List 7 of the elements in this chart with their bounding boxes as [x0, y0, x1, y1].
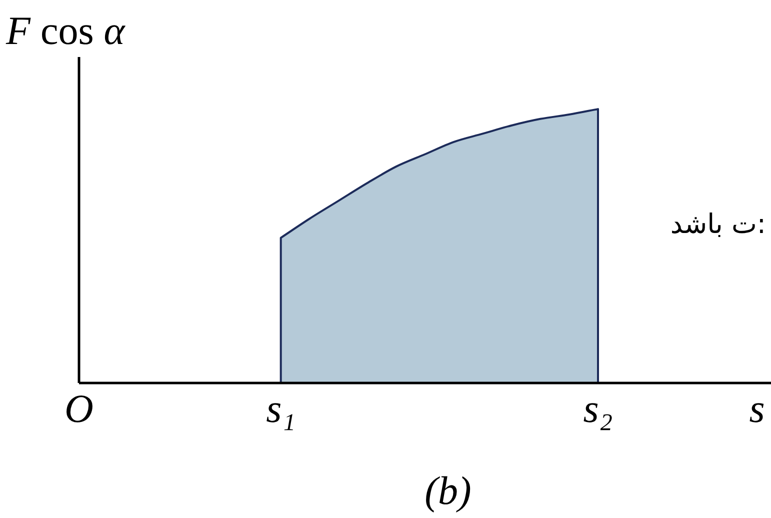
annotation: ت باشد:	[670, 209, 766, 240]
x-axis-title: s	[749, 386, 765, 431]
x-tick-label: s₂	[583, 386, 613, 431]
text: (b)	[424, 468, 472, 513]
x-tick-label: O	[64, 386, 94, 431]
x-tick-label: s₁	[266, 386, 296, 431]
y-axis-title: F cos α	[5, 8, 126, 53]
